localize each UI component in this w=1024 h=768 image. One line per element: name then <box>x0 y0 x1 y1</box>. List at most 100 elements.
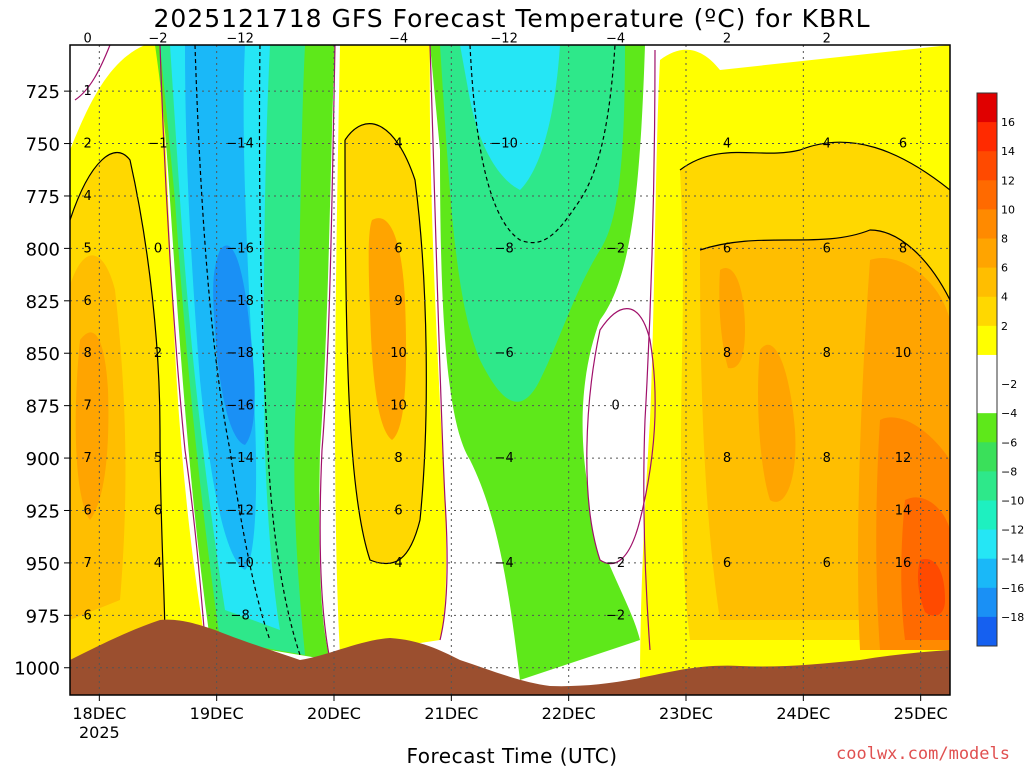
contour-label: 6 <box>394 503 402 518</box>
colorbar-swatch <box>977 93 997 123</box>
source-credit[interactable]: coolwx.com/models <box>836 744 1010 764</box>
contour-line-solid-warm-b <box>679 141 950 191</box>
contour-label: 4 <box>723 137 731 152</box>
warm-region-20dec-core <box>368 218 407 440</box>
contour-line-solid-warm-c <box>699 229 950 301</box>
colorbar-swatch <box>977 180 997 210</box>
colorbar-swatch <box>977 471 997 501</box>
contour-line-solid-warm-a <box>344 123 427 565</box>
colorbar-swatch <box>977 267 997 298</box>
contour-line-zero-f <box>586 308 656 565</box>
colorbar-swatch <box>977 442 997 472</box>
contour-label: 6 <box>83 608 91 623</box>
contour-label: 2 <box>823 32 831 47</box>
colorbar-label: 8 <box>1001 233 1008 246</box>
plot-frame <box>69 44 951 696</box>
contour-label: 16 <box>895 556 912 571</box>
contour-label: −2 <box>606 608 625 623</box>
contour-label: 1 <box>83 84 91 99</box>
colorbar-frame <box>976 92 998 647</box>
contour-label: −2 <box>606 556 625 571</box>
contour-label: 4 <box>83 189 91 204</box>
contour-label: 7 <box>83 399 91 414</box>
colorbar-swatch <box>977 587 997 618</box>
colorbar-label: −12 <box>1001 524 1024 537</box>
cold-region-19dec-core <box>213 245 255 445</box>
contour-label: 6 <box>723 556 731 571</box>
contour-label: 6 <box>394 241 402 256</box>
contour-label: −8 <box>495 241 514 256</box>
contour-label: 0 <box>83 32 91 47</box>
contour-label: 4 <box>823 137 831 152</box>
colorbar-label: 16 <box>1001 116 1015 129</box>
contour-label: −12 <box>490 32 517 47</box>
contour-label: 8 <box>899 241 907 256</box>
contour-label: 8 <box>394 451 402 466</box>
contour-line-dashed-cold-b <box>258 45 301 656</box>
contour-label: 0 <box>611 399 619 414</box>
colorbar-label: 14 <box>1001 145 1015 158</box>
terrain <box>70 619 950 695</box>
contour-line-zero-e <box>643 49 656 651</box>
contour-label: 4 <box>394 556 402 571</box>
x-tick-label: 19DEC <box>190 704 244 723</box>
contour-label: −1 <box>148 137 167 152</box>
x-tick-label: 21DEC <box>424 704 478 723</box>
colorbar-label: 10 <box>1001 203 1015 216</box>
colorbar-label: −18 <box>1001 611 1024 624</box>
x-year-label: 2025 <box>79 723 120 742</box>
contour-label: 8 <box>723 346 731 361</box>
contour-label: 7 <box>83 451 91 466</box>
colorbar-swatch <box>977 529 997 560</box>
x-axis: 18DEC 19DEC 20DEC 21DEC 22DEC 23DEC 24DEC 25DEC… <box>72 695 948 742</box>
y-tick-label: 975 <box>26 606 60 627</box>
contour-label: 6 <box>823 241 831 256</box>
warm-region-18dec-core <box>75 332 109 520</box>
contour-label: 2 <box>83 137 91 152</box>
contour-label: −16 <box>226 399 253 414</box>
colorbar-swatch <box>977 151 997 181</box>
colorbar-label: −2 <box>1001 378 1017 391</box>
contour-label: −4 <box>495 451 514 466</box>
contour-label: 10 <box>895 346 912 361</box>
contour-label: −18 <box>226 346 253 361</box>
colorbar-label: −6 <box>1001 436 1017 449</box>
contour-labels: 012456877676−2−102564−12−14−16−18−18−16−… <box>83 32 911 624</box>
chart-title: 2025121718 GFS Forecast Temperature (ºC)… <box>153 4 871 33</box>
contour-label: 8 <box>823 451 831 466</box>
contour-label: −4 <box>606 32 625 47</box>
colorbar-swatch <box>977 413 997 443</box>
y-tick-label: 875 <box>26 397 60 418</box>
contour-label: 5 <box>154 451 162 466</box>
contour-label: −10 <box>226 556 253 571</box>
contour-line-zero-c <box>319 45 336 661</box>
colorbar-swatch <box>977 296 997 327</box>
contour-label: −2 <box>148 32 167 47</box>
contour-label: −12 <box>226 32 253 47</box>
x-tick-label: 25DEC <box>894 704 948 723</box>
contour-label: 6 <box>154 503 162 518</box>
contour-label: 4 <box>154 556 162 571</box>
contour-label: 8 <box>83 346 91 361</box>
contour-label: 6 <box>723 241 731 256</box>
contour-label: −12 <box>226 503 253 518</box>
x-tick-label: 20DEC <box>307 704 361 723</box>
y-tick-label: 950 <box>26 554 60 575</box>
x-tick-label: 18DEC <box>72 704 126 723</box>
contour-label: −6 <box>495 346 514 361</box>
x-tick-label: 22DEC <box>542 704 596 723</box>
y-tick-label: 750 <box>26 135 60 156</box>
colorbar-label: 12 <box>1001 174 1015 187</box>
x-tick-label: 24DEC <box>776 704 830 723</box>
contour-label: −2 <box>606 241 625 256</box>
y-tick-label: 725 <box>26 82 60 103</box>
contour-label: 0 <box>154 241 162 256</box>
warm-region-23dec-core-b <box>758 344 796 502</box>
colorbar-label: 6 <box>1001 262 1008 275</box>
y-tick-label: 850 <box>26 344 60 365</box>
contour-line-solid-warm-d <box>70 151 166 641</box>
colorbar: 16 14 12 10 8 6 4 2 −2 −4 −6 −8 −10 −12 −14 −16 −18 <box>976 92 1024 647</box>
contour-label: 9 <box>394 294 402 309</box>
contour-line-zero-b <box>159 45 206 641</box>
contour-label: −16 <box>226 241 253 256</box>
